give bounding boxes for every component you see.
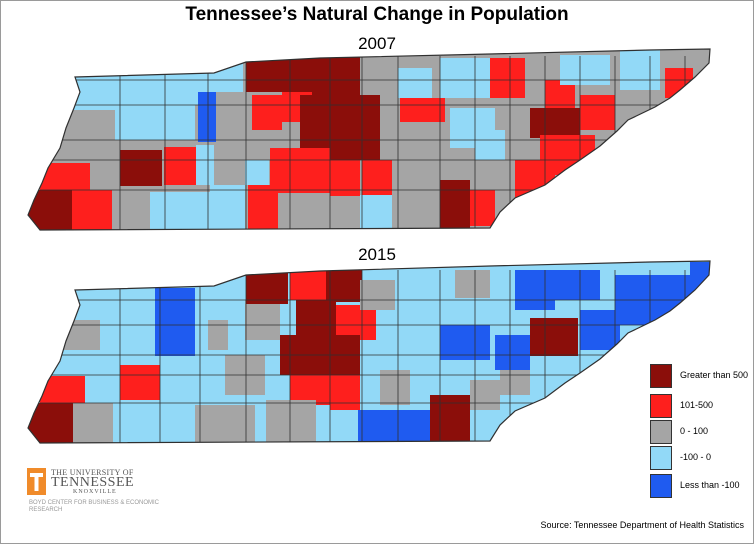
county-fill <box>398 68 432 98</box>
county-fill <box>580 95 615 130</box>
county-fill <box>155 288 195 328</box>
map-2007 <box>28 49 710 230</box>
county-fill <box>28 403 73 443</box>
county-fill <box>440 325 490 360</box>
county-fill <box>245 160 269 185</box>
source-note: Source: Tennessee Department of Health S… <box>540 520 744 530</box>
county-fill <box>208 58 243 92</box>
legend-item-greater-than-500: Greater than 500 <box>650 364 754 390</box>
county-fill <box>690 80 710 110</box>
county-fill <box>72 190 112 230</box>
county-fill <box>60 320 100 350</box>
county-fill <box>358 410 430 443</box>
logo-line-1: THE UNIVERSITY OF <box>51 468 134 477</box>
county-fill <box>210 185 245 230</box>
county-fill <box>470 380 500 410</box>
county-fill <box>360 280 395 310</box>
county-fill <box>270 148 330 193</box>
county-fill <box>440 180 470 230</box>
county-fill <box>336 305 376 340</box>
county-fill <box>555 270 600 300</box>
county-fill <box>330 160 360 196</box>
county-fill <box>70 290 120 320</box>
county-fill <box>330 375 360 410</box>
county-fill <box>40 163 90 191</box>
county-fill <box>248 185 278 230</box>
county-fill <box>290 56 360 96</box>
map-2007-year-label: 2007 <box>358 34 396 53</box>
county-fill <box>362 160 392 196</box>
county-fill <box>515 160 555 198</box>
county-fill <box>400 98 445 122</box>
county-fill <box>530 318 578 356</box>
county-fill <box>196 145 214 185</box>
county-fill <box>28 190 73 230</box>
county-fill <box>115 105 155 140</box>
legend-swatch <box>650 446 672 470</box>
county-fill <box>470 190 495 226</box>
county-fill <box>530 108 580 138</box>
county-fill <box>73 403 113 443</box>
county-fill <box>150 192 210 230</box>
county-fill <box>120 150 162 186</box>
logo-line-2: TENNESSEE <box>51 475 135 490</box>
county-fill <box>475 130 505 160</box>
county-fill <box>495 335 530 370</box>
county-fill <box>155 105 195 140</box>
county-fill <box>326 268 362 302</box>
county-fill <box>580 310 620 350</box>
legend-label: -100 - 0 <box>680 452 712 462</box>
legend-item-less-than-neg100: Less than -100 <box>650 474 754 500</box>
legend-label: 0 - 100 <box>680 426 709 436</box>
county-fill <box>266 400 316 443</box>
county-fill <box>296 300 336 340</box>
map-2015-year-label: 2015 <box>358 245 396 264</box>
logo-line-3: KNOXVILLE <box>73 489 117 495</box>
county-fill <box>246 58 290 92</box>
legend-swatch <box>650 394 672 418</box>
legend-item-neg100-0: -100 - 0 <box>650 446 754 472</box>
county-fill <box>380 370 410 405</box>
county-fill <box>40 376 85 404</box>
county-fill <box>245 300 280 340</box>
county-fill <box>360 195 392 230</box>
legend-label: Greater than 500 <box>680 370 749 380</box>
county-fill <box>246 270 288 304</box>
county-fill <box>208 320 228 350</box>
county-fill <box>500 370 530 395</box>
legend-item-101-500: 101-500 <box>650 394 754 420</box>
county-fill <box>440 58 490 98</box>
map-2015-outline <box>27 260 711 444</box>
county-fill <box>690 262 710 307</box>
legend-swatch <box>650 420 672 444</box>
county-fill <box>620 50 660 90</box>
university-logo: THE UNIVERSITY OF TENNESSEE KNOXVILLE BO… <box>27 468 167 520</box>
county-fill <box>120 365 160 400</box>
legend-swatch <box>650 364 672 388</box>
legend-label: 101-500 <box>680 400 714 410</box>
map-2015 <box>28 261 710 443</box>
county-fill <box>155 328 195 356</box>
legend-swatch <box>650 474 672 498</box>
legend-label: Less than -100 <box>680 480 740 490</box>
county-fill <box>490 58 525 98</box>
county-fill <box>455 270 490 298</box>
county-fill <box>430 395 470 443</box>
county-fill <box>515 270 555 310</box>
county-fill <box>198 92 216 142</box>
legend-item-0-100: 0 - 100 <box>650 420 754 446</box>
map-2007-outline <box>27 48 711 231</box>
county-fill <box>195 405 255 443</box>
map-title: Tennessee’s Natural Change in Population <box>185 4 569 25</box>
county-fill <box>290 270 326 300</box>
county-fill <box>252 95 282 130</box>
county-fill <box>164 147 198 185</box>
tennessee-t-icon <box>27 468 46 495</box>
logo-line-4: BOYD CENTER FOR BUSINESS & ECONOMIC RESE… <box>29 500 160 513</box>
county-fill <box>560 55 610 85</box>
